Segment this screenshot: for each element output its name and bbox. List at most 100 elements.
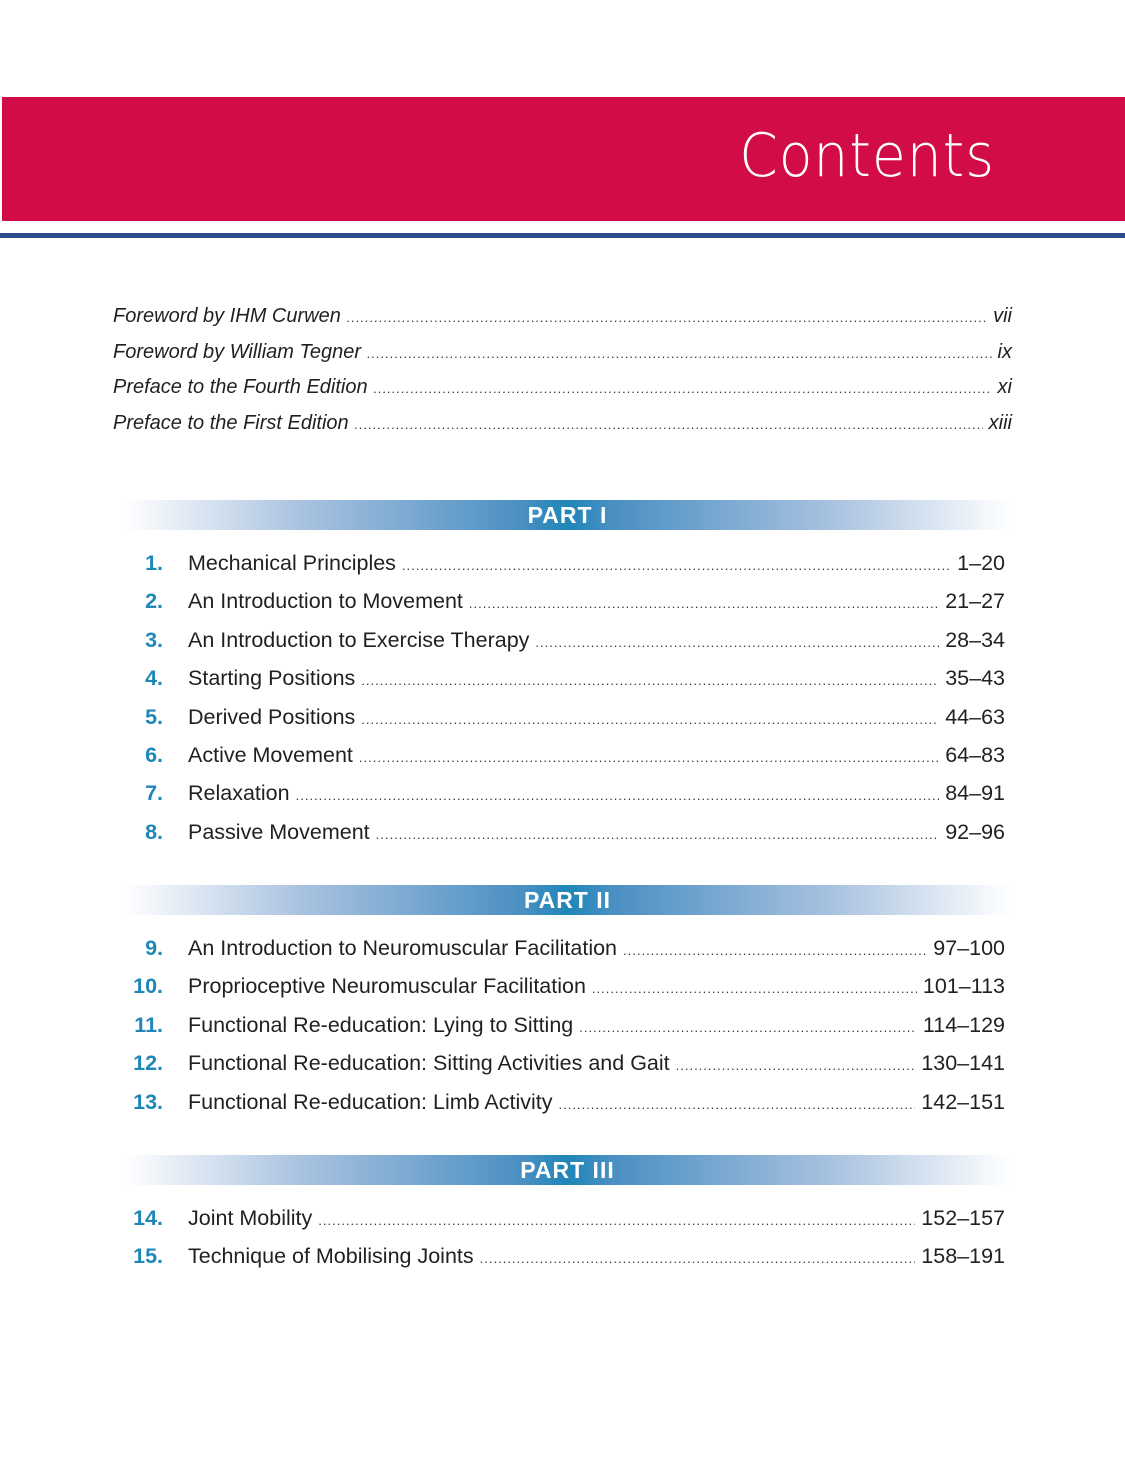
- chapter-number: 6.: [145, 742, 163, 767]
- chapter-number: 15.: [133, 1244, 163, 1269]
- chapter-number: 10.: [133, 974, 163, 999]
- dot-leader: [355, 417, 983, 432]
- header-rule: [0, 233, 1125, 238]
- dot-leader: [558, 1097, 915, 1112]
- chapter-number: 2.: [145, 589, 163, 614]
- chapter-number: 9.: [145, 936, 163, 960]
- dot-leader: [592, 981, 917, 996]
- chapter-number: 8.: [145, 819, 163, 844]
- chapter-entry[interactable]: 12. Functional Re-education: Sitting Acti…: [120, 1051, 1005, 1089]
- part-header: PART III: [125, 1155, 1010, 1185]
- chapter-pages: 1–20: [957, 551, 1005, 575]
- chapter-list: 14. Joint Mobility 152–157 15. Technique of …: [120, 1206, 1005, 1283]
- chapter-entry[interactable]: 9. An Introduction to Neuromuscular Facil…: [120, 936, 1005, 974]
- chapter-entry[interactable]: 10. Proprioceptive Neuromuscular Facilita…: [120, 974, 1005, 1012]
- dot-leader: [359, 750, 939, 765]
- chapter-title: An Introduction to Movement: [188, 589, 463, 614]
- dot-leader: [469, 596, 939, 611]
- chapter-title: Functional Re-education: Limb Activity: [188, 1089, 553, 1114]
- chapter-title: Derived Positions: [188, 704, 356, 729]
- dot-leader: [361, 673, 939, 688]
- dot-leader: [623, 943, 927, 958]
- part-label: PART I: [527, 502, 608, 528]
- chapter-entry[interactable]: 15. Technique of Mobilising Joints 158–191: [120, 1244, 1005, 1282]
- chapter-pages: 64–83: [945, 742, 1005, 767]
- chapter-pages: 158–191: [921, 1244, 1005, 1269]
- chapter-entry[interactable]: 8. Passive Movement 92–96: [120, 820, 1005, 858]
- part-label: PART II: [523, 887, 612, 913]
- chapter-pages: 44–63: [945, 704, 1005, 729]
- chapter-number: 7.: [145, 781, 163, 806]
- chapter-title: Relaxation: [188, 781, 290, 806]
- chapter-entry[interactable]: 7. Relaxation 84–91: [120, 781, 1005, 819]
- dot-leader: [579, 1020, 917, 1035]
- chapter-list: 1. Mechanical Principles 1–20 2. An Introduc…: [120, 551, 1005, 858]
- chapter-title: Joint Mobility: [188, 1206, 313, 1230]
- dot-leader: [535, 635, 939, 650]
- chapter-pages: 142–151: [921, 1089, 1005, 1114]
- entry-page: xiii: [988, 411, 1012, 434]
- front-matter-entry[interactable]: Preface to the First Edition xiii: [113, 412, 1012, 448]
- entry-title: Preface to the Fourth Edition: [113, 376, 368, 398]
- part-header: PART I: [125, 500, 1010, 530]
- chapter-title: Starting Positions: [188, 666, 356, 691]
- chapter-list: 9. An Introduction to Neuromuscular Facil…: [120, 936, 1005, 1128]
- chapter-entry[interactable]: 11. Functional Re-education: Lying to Sit…: [120, 1013, 1005, 1051]
- entry-title: Foreword by William Tegner: [113, 340, 362, 363]
- chapter-number: 5.: [145, 704, 163, 729]
- chapter-title: An Introduction to Exercise Therapy: [188, 627, 530, 652]
- chapter-entry[interactable]: 5. Derived Positions 44–63: [120, 705, 1005, 743]
- chapter-pages: 97–100: [933, 936, 1005, 960]
- chapter-pages: 84–91: [945, 781, 1005, 806]
- chapter-entry[interactable]: 13. Functional Re-education: Limb Activit…: [120, 1090, 1005, 1128]
- dot-leader: [367, 346, 991, 361]
- entry-title: Preface to the First Edition: [113, 411, 349, 434]
- chapter-title: Active Movement: [188, 742, 353, 767]
- dot-leader: [480, 1251, 916, 1266]
- dot-leader: [376, 827, 940, 842]
- chapter-entry[interactable]: 4. Starting Positions 35–43: [120, 666, 1005, 704]
- chapter-number: 14.: [133, 1206, 163, 1230]
- chapter-title: Technique of Mobilising Joints: [188, 1244, 474, 1269]
- entry-page: vii: [993, 305, 1012, 327]
- chapter-number: 11.: [134, 1012, 163, 1037]
- dot-leader: [361, 712, 939, 727]
- part-header: PART II: [125, 885, 1010, 915]
- chapter-pages: 101–113: [922, 974, 1005, 999]
- chapter-pages: 152–157: [921, 1206, 1005, 1230]
- chapter-title: Functional Re-education: Sitting Activit…: [188, 1051, 670, 1076]
- front-matter-entry[interactable]: Foreword by IHM Curwen vii: [113, 305, 1012, 341]
- page-title: Contents: [739, 121, 995, 191]
- chapter-pages: 21–27: [945, 589, 1005, 614]
- chapter-entry[interactable]: 3. An Introduction to Exercise Therapy 28–…: [120, 628, 1005, 666]
- chapter-title: Passive Movement: [188, 819, 370, 844]
- front-matter-list: Foreword by IHM Curwen vii Foreword by Wil…: [113, 305, 1012, 447]
- entry-page: ix: [997, 340, 1012, 363]
- chapter-pages: 114–129: [922, 1012, 1005, 1037]
- front-matter-entry[interactable]: Preface to the Fourth Edition xi: [113, 376, 1012, 412]
- header-banner: Contents: [2, 97, 1125, 221]
- chapter-number: 4.: [145, 666, 163, 691]
- entry-title: Foreword by IHM Curwen: [113, 305, 341, 327]
- chapter-entry[interactable]: 6. Active Movement 64–83: [120, 743, 1005, 781]
- dot-leader: [374, 381, 992, 396]
- front-matter-entry[interactable]: Foreword by William Tegner ix: [113, 341, 1012, 377]
- chapter-number: 1.: [145, 551, 163, 575]
- dot-leader: [347, 310, 987, 325]
- dot-leader: [402, 558, 951, 573]
- chapter-title: Proprioceptive Neuromuscular Facilitatio…: [188, 974, 586, 999]
- chapter-entry[interactable]: 1. Mechanical Principles 1–20: [120, 551, 1005, 589]
- chapter-number: 3.: [145, 627, 163, 652]
- chapter-pages: 130–141: [921, 1051, 1005, 1076]
- dot-leader: [296, 788, 940, 803]
- chapter-entry[interactable]: 14. Joint Mobility 152–157: [120, 1206, 1005, 1244]
- dot-leader: [676, 1058, 916, 1073]
- dot-leader: [318, 1213, 915, 1228]
- chapter-pages: 28–34: [945, 627, 1005, 652]
- chapter-title: Mechanical Principles: [188, 551, 396, 575]
- chapter-title: An Introduction to Neuromuscular Facilit…: [188, 936, 618, 960]
- chapter-title: Functional Re-education: Lying to Sittin…: [188, 1012, 574, 1037]
- chapter-pages: 92–96: [945, 819, 1005, 844]
- part-label: PART III: [520, 1157, 615, 1183]
- chapter-entry[interactable]: 2. An Introduction to Movement 21–27: [120, 589, 1005, 627]
